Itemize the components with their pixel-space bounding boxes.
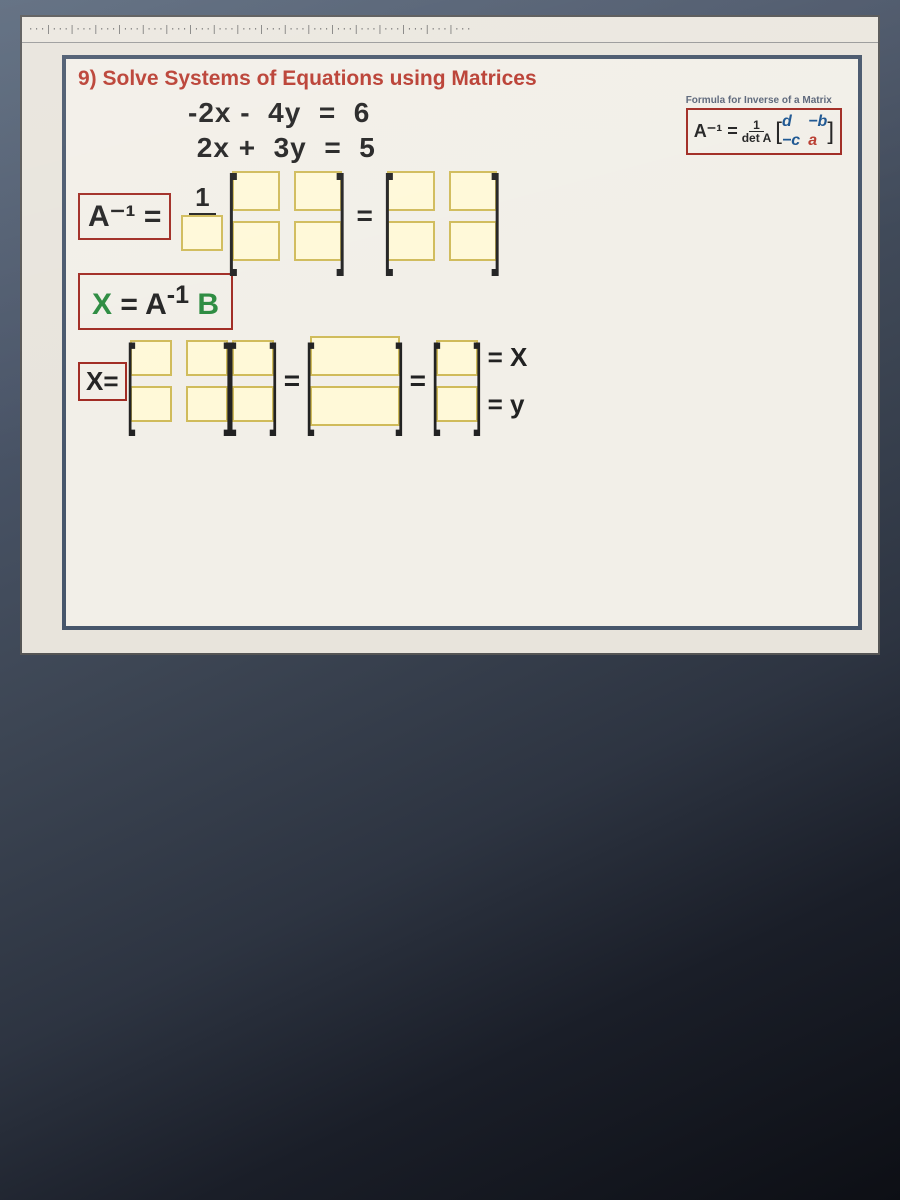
formula-heading: Formula for Inverse of a Matrix bbox=[686, 95, 842, 106]
formula-cell-a: a bbox=[808, 132, 827, 150]
xr-cell-1[interactable] bbox=[436, 340, 478, 376]
swap-cell-21[interactable] bbox=[232, 221, 280, 261]
formula-cell-d: d bbox=[782, 113, 800, 131]
xa-cell-11[interactable] bbox=[130, 340, 172, 376]
xb-cell-2[interactable] bbox=[232, 386, 274, 422]
formula-cell-minus-c: −c bbox=[782, 132, 800, 150]
ainv-cell-12[interactable] bbox=[449, 171, 497, 211]
xa-cell-12[interactable] bbox=[186, 340, 228, 376]
formula-cell-minus-b: −b bbox=[808, 113, 827, 131]
xp-cell-2[interactable] bbox=[310, 386, 400, 426]
a-inverse-label: A⁻¹ = bbox=[78, 193, 171, 240]
heading-row: -2x - 4y = 6 2x + 3y = 5 Formula for Inv… bbox=[78, 95, 842, 165]
xr-cell-2[interactable] bbox=[436, 386, 478, 422]
xp-cell-1[interactable] bbox=[310, 336, 400, 376]
xb-cell-1[interactable] bbox=[232, 340, 274, 376]
equals-3: = bbox=[404, 365, 432, 397]
fraction-one-over-input: 1 bbox=[181, 182, 223, 251]
swap-cell-22[interactable] bbox=[294, 221, 342, 261]
xab-mid: = A bbox=[112, 288, 167, 321]
xa-cell-21[interactable] bbox=[130, 386, 172, 422]
screen-area: ···|···|···|···|···|···|···|···|···|···|… bbox=[20, 15, 880, 655]
system-equations: -2x - 4y = 6 2x + 3y = 5 bbox=[188, 95, 376, 165]
xab-b: B bbox=[189, 288, 219, 321]
inverse-formula-box: Formula for Inverse of a Matrix A⁻¹ = 1 … bbox=[686, 95, 842, 155]
xab-sup: -1 bbox=[167, 281, 189, 309]
a-inverse-line: A⁻¹ = 1 [ ] = [ bbox=[78, 171, 842, 261]
worksheet-title: 9) Solve Systems of Equations using Matr… bbox=[78, 67, 842, 91]
formula-frac-bot: det A bbox=[742, 132, 772, 144]
ainv-cell-11[interactable] bbox=[387, 171, 435, 211]
x-solution-line: X= [ ] [ ] = [ bbox=[78, 336, 842, 426]
result-x-label: = X bbox=[488, 342, 528, 373]
ainv-cell-21[interactable] bbox=[387, 221, 435, 261]
worksheet: 9) Solve Systems of Equations using Matr… bbox=[62, 55, 862, 630]
ainv-cell-22[interactable] bbox=[449, 221, 497, 261]
x-matrix-product: [ ] bbox=[310, 336, 400, 426]
formula-ainv-label: A⁻¹ = bbox=[694, 121, 738, 142]
x-matrix-b: [ ] bbox=[232, 340, 274, 422]
matrix-swap: [ ] bbox=[233, 171, 340, 261]
x-equals-ainv-b-label: X = A-1 B bbox=[78, 273, 233, 330]
result-labels: = X = y bbox=[488, 342, 528, 420]
x-matrix-ainv: [ ] bbox=[131, 340, 229, 422]
swap-cell-11[interactable] bbox=[232, 171, 280, 211]
fraction-top: 1 bbox=[189, 182, 215, 215]
det-input[interactable] bbox=[181, 215, 223, 251]
equals-1: = bbox=[350, 200, 378, 232]
xab-x: X bbox=[92, 288, 112, 321]
equals-2: = bbox=[278, 365, 306, 397]
result-y-label: = y bbox=[488, 389, 528, 420]
xa-cell-22[interactable] bbox=[186, 386, 228, 422]
x-matrix-result: [ ] bbox=[436, 340, 478, 422]
matrix-ainv-result: [ ] bbox=[389, 171, 496, 261]
x-label: X= bbox=[78, 362, 127, 401]
ruler: ···|···|···|···|···|···|···|···|···|···|… bbox=[22, 17, 878, 43]
swap-cell-12[interactable] bbox=[294, 171, 342, 211]
